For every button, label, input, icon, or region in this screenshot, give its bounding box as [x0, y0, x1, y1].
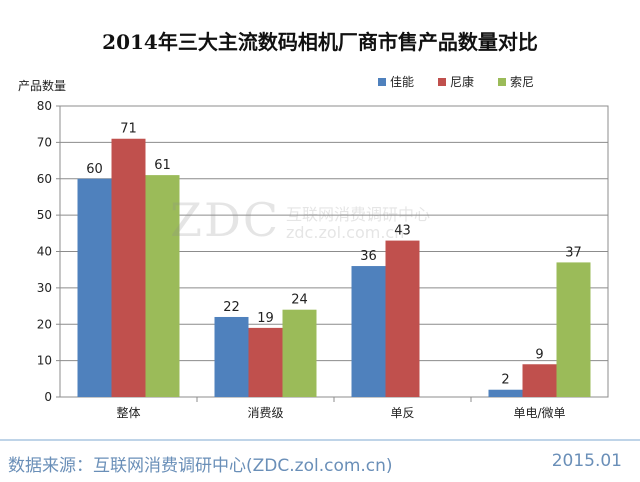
- watermark: ZDC 互联网消费调研中心 zdc.zol.com.cn: [170, 193, 490, 253]
- bar: [488, 389, 523, 397]
- footer: 数据来源：互联网消费调研中心(ZDC.zol.com.cn) 2015.01: [0, 439, 640, 482]
- bar: [248, 327, 283, 397]
- y-tick-label: 60: [37, 172, 52, 186]
- bar: [556, 262, 591, 397]
- legend-label: 索尼: [510, 75, 534, 89]
- axes: 0 10 20 30 40 50 60 70 80 整体 消费级 单反 单电/微单: [37, 99, 566, 420]
- data-label: 2: [501, 373, 509, 388]
- bars: 60 71 61 22 19 24 36 43 2 9 37: [77, 122, 591, 398]
- legend-swatch: [498, 78, 506, 86]
- chart-title: 2014年三大主流数码相机厂商市售产品数量对比: [102, 30, 538, 54]
- bar: [351, 266, 386, 397]
- y-tick-label: 20: [37, 317, 52, 331]
- x-tick-label: 单电/微单: [513, 406, 565, 420]
- legend-swatch: [378, 78, 386, 86]
- x-tick-label: 消费级: [247, 406, 283, 420]
- bar-chart: 产品数量 佳能 尼康 索尼 60 71 61 22 19 24 36 43 2 9 37 0 10 20 30…: [18, 74, 609, 420]
- legend-label: 尼康: [450, 74, 474, 89]
- watermark-text: 互联网消费调研中心: [286, 205, 431, 224]
- watermark-url: zdc.zol.com.cn: [286, 223, 405, 242]
- data-label: 19: [257, 311, 274, 326]
- bar: [77, 178, 112, 397]
- data-label: 43: [394, 224, 411, 239]
- footer-source: 数据来源：互联网消费调研中心(ZDC.zol.com.cn): [8, 456, 393, 476]
- y-tick-label: 80: [37, 99, 52, 113]
- legend: 佳能 尼康 索尼: [378, 74, 534, 89]
- footer-date: 2015.01: [551, 451, 622, 471]
- legend-label: 佳能: [390, 75, 414, 89]
- bar: [214, 316, 249, 397]
- watermark-logo: ZDC: [170, 193, 281, 247]
- y-tick-label: 70: [37, 135, 52, 149]
- y-axis-label: 产品数量: [18, 78, 66, 93]
- y-tick-label: 10: [37, 354, 52, 368]
- data-label: 71: [120, 122, 137, 137]
- bar: [145, 175, 180, 397]
- data-label: 37: [565, 245, 582, 260]
- legend-swatch: [438, 78, 446, 86]
- bar: [111, 138, 146, 398]
- data-label: 61: [154, 158, 171, 173]
- data-label: 22: [223, 300, 240, 315]
- y-tick-label: 50: [37, 208, 52, 222]
- x-tick-label: 整体: [116, 405, 140, 420]
- data-label: 24: [291, 293, 308, 308]
- y-tick-label: 30: [37, 281, 52, 295]
- data-label: 36: [360, 249, 377, 264]
- y-tick-label: 40: [37, 245, 52, 259]
- bar: [522, 364, 557, 397]
- data-label: 60: [86, 162, 103, 177]
- y-tick-label: 0: [44, 390, 52, 404]
- data-label: 9: [535, 347, 543, 362]
- x-tick-label: 单反: [390, 406, 414, 420]
- bar: [385, 240, 420, 397]
- bar: [282, 309, 317, 397]
